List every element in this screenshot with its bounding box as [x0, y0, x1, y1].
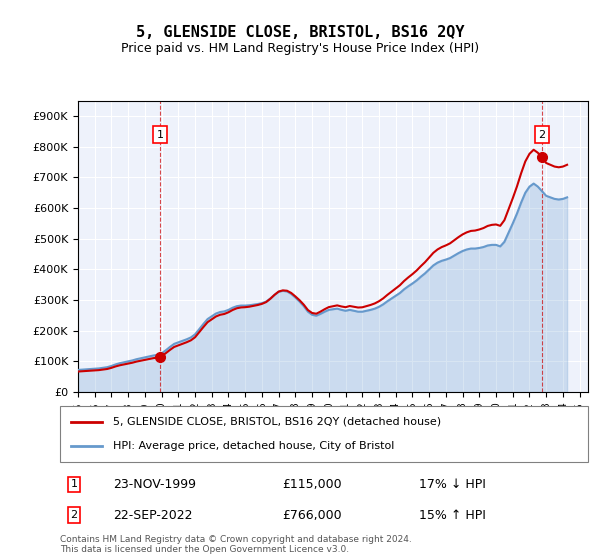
- Text: 23-NOV-1999: 23-NOV-1999: [113, 478, 196, 491]
- Text: 1: 1: [71, 479, 77, 489]
- Text: 2: 2: [71, 510, 77, 520]
- Text: 5, GLENSIDE CLOSE, BRISTOL, BS16 2QY (detached house): 5, GLENSIDE CLOSE, BRISTOL, BS16 2QY (de…: [113, 417, 441, 427]
- Text: HPI: Average price, detached house, City of Bristol: HPI: Average price, detached house, City…: [113, 441, 394, 451]
- Text: 15% ↑ HPI: 15% ↑ HPI: [419, 508, 486, 522]
- Text: 5, GLENSIDE CLOSE, BRISTOL, BS16 2QY: 5, GLENSIDE CLOSE, BRISTOL, BS16 2QY: [136, 25, 464, 40]
- Text: 2: 2: [538, 129, 545, 139]
- Text: £115,000: £115,000: [282, 478, 341, 491]
- Text: 22-SEP-2022: 22-SEP-2022: [113, 508, 193, 522]
- Text: Contains HM Land Registry data © Crown copyright and database right 2024.
This d: Contains HM Land Registry data © Crown c…: [60, 535, 412, 554]
- Text: Price paid vs. HM Land Registry's House Price Index (HPI): Price paid vs. HM Land Registry's House …: [121, 42, 479, 55]
- Text: 17% ↓ HPI: 17% ↓ HPI: [419, 478, 486, 491]
- Text: 1: 1: [157, 129, 163, 139]
- FancyBboxPatch shape: [60, 406, 588, 462]
- Text: £766,000: £766,000: [282, 508, 341, 522]
